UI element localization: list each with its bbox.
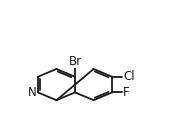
Text: Cl: Cl [123, 70, 135, 83]
Text: F: F [123, 86, 130, 99]
Text: Br: Br [68, 55, 82, 68]
Text: N: N [28, 86, 37, 99]
